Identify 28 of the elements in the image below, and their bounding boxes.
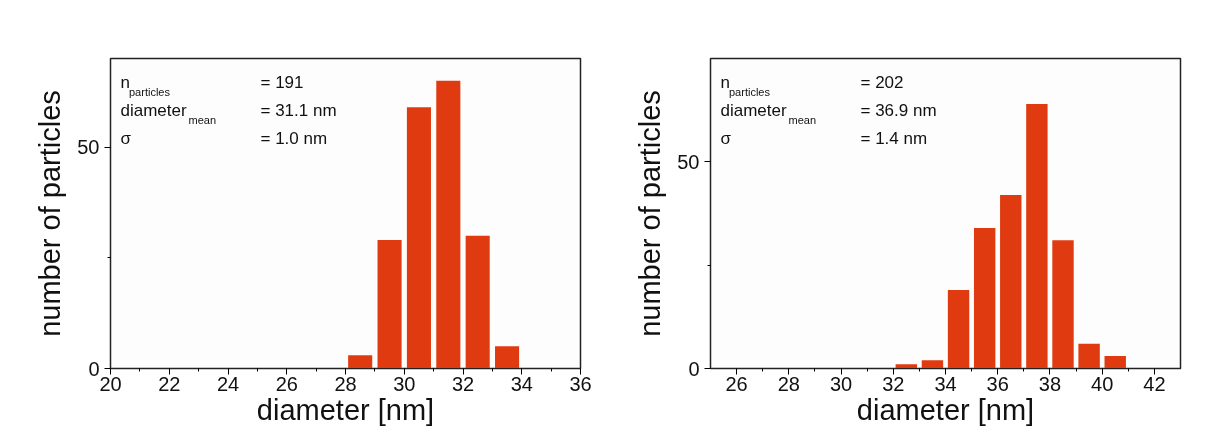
y-tick-label: 0 [688, 357, 700, 380]
y-tick-label: 50 [677, 150, 700, 173]
x-tick-label: 26 [275, 372, 298, 395]
x-tick-label: 28 [777, 372, 800, 395]
x-tick-label: 24 [216, 372, 240, 395]
text: σ = 1.4 nm [720, 128, 928, 148]
x-tick-label: 26 [725, 372, 748, 395]
x-axis-title: diameter [nm] [856, 393, 1035, 426]
x-axis-title: diameter [nm] [256, 393, 435, 426]
text: σ = 1.0 nm [120, 128, 328, 148]
x-tick-label: 30 [829, 372, 853, 395]
x-tick-label: 40 [1091, 372, 1114, 395]
x-tick-label: 34 [934, 372, 957, 395]
x-tick-label: 32 [451, 372, 475, 395]
x-tick-label: 28 [334, 372, 357, 395]
x-tick-label: 22 [158, 372, 181, 395]
x-tick-label: 36 [986, 372, 1009, 395]
x-tick-label: 36 [569, 372, 592, 395]
x-tick-label: 42 [1143, 372, 1166, 395]
x-tick-label: 20 [99, 372, 122, 395]
y-tick-label: 0 [88, 357, 100, 380]
y-axis-title: number of particles [34, 90, 67, 337]
x-tick-label: 30 [393, 372, 416, 395]
y-tick-label: 50 [77, 136, 100, 159]
x-tick-label: 38 [1038, 372, 1062, 395]
x-tick-label: 34 [510, 372, 533, 395]
x-tick-label: 32 [882, 372, 905, 395]
y-axis-title: number of particles [634, 90, 667, 337]
